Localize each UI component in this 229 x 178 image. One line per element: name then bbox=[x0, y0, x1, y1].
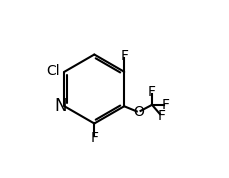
Text: F: F bbox=[90, 131, 98, 145]
Text: O: O bbox=[133, 105, 144, 119]
Text: Cl: Cl bbox=[46, 64, 60, 78]
Text: F: F bbox=[147, 85, 155, 99]
Text: N: N bbox=[54, 97, 66, 115]
Text: F: F bbox=[161, 98, 169, 112]
Text: F: F bbox=[157, 109, 164, 123]
Text: F: F bbox=[120, 49, 128, 63]
